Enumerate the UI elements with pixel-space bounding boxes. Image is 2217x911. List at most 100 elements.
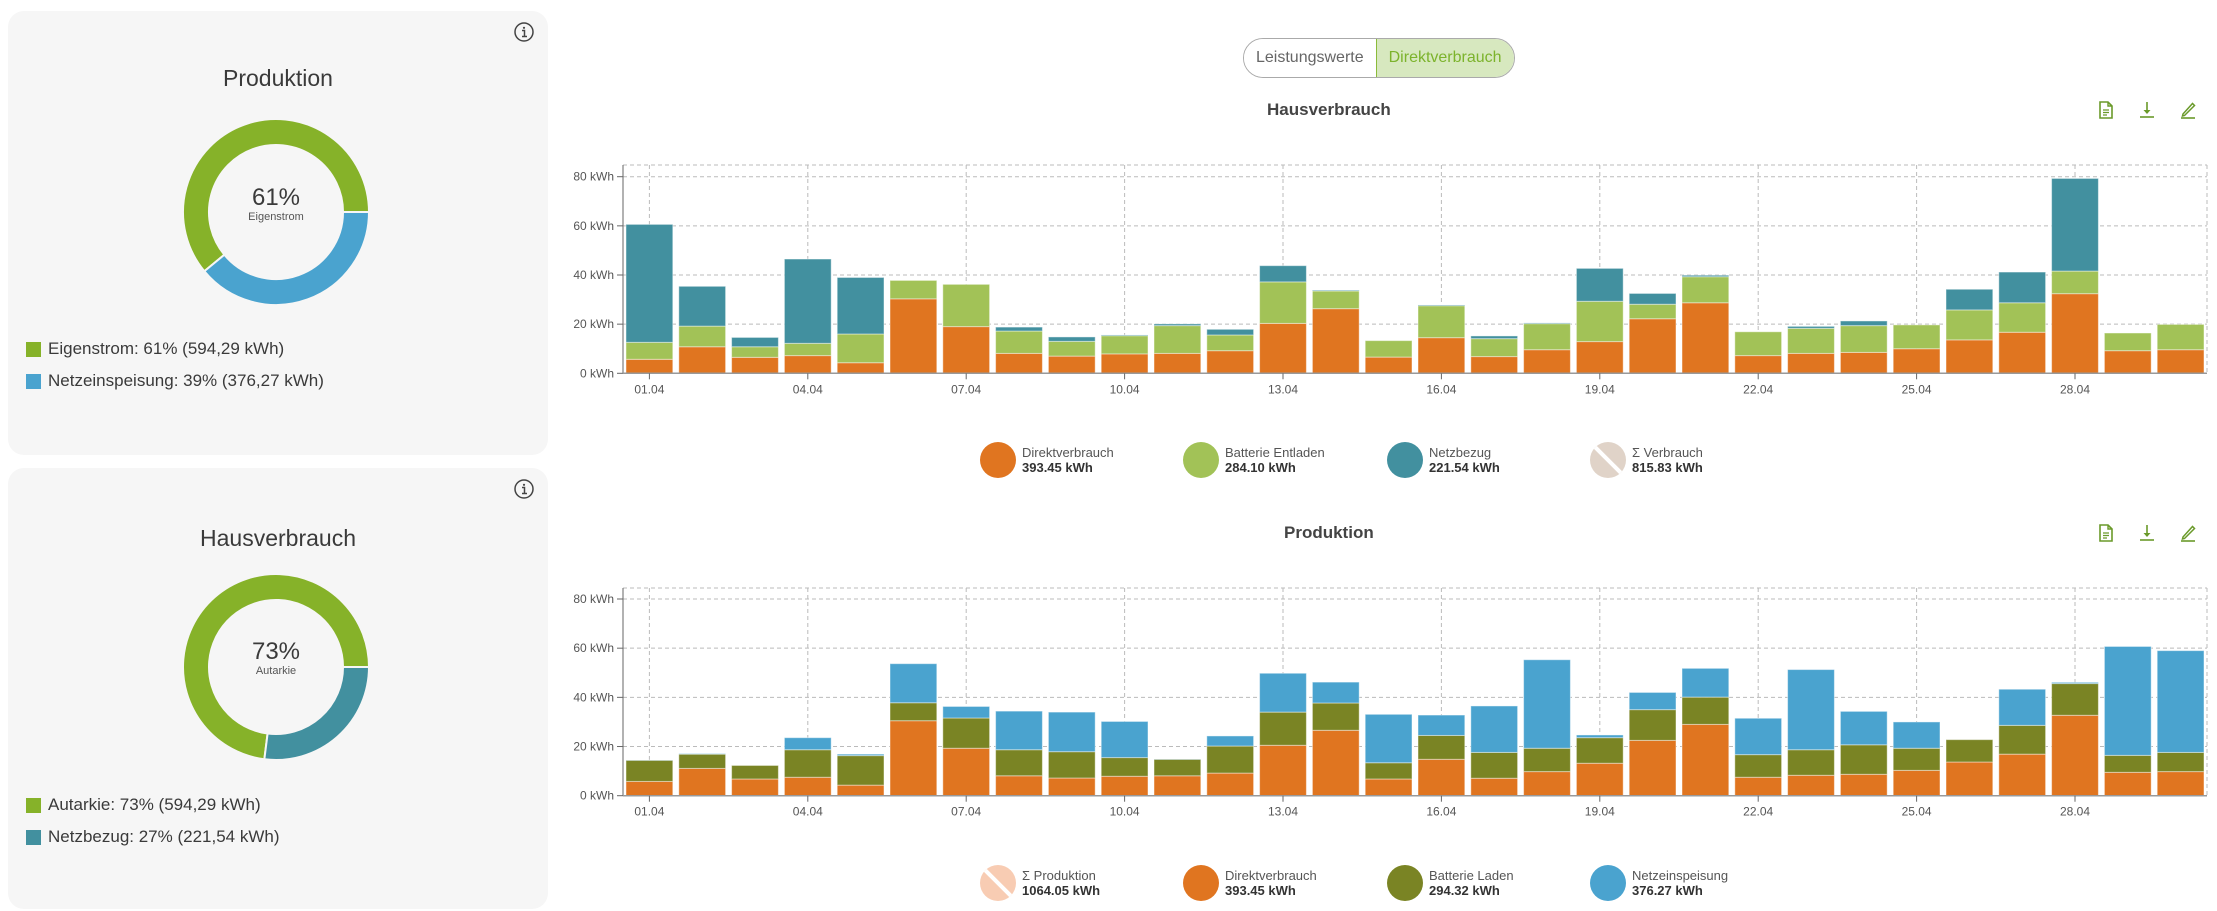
bar-segment-batterie-laden[interactable] bbox=[1417, 734, 1466, 760]
bar-segment-netzbezug[interactable] bbox=[1311, 289, 1360, 292]
bar-segment-direktverbrauch[interactable] bbox=[1100, 353, 1149, 374]
bar-segment-batterie-laden[interactable] bbox=[1839, 744, 1888, 775]
bar-segment-batterie-entladen[interactable] bbox=[783, 342, 832, 357]
bar-segment-direktverbrauch[interactable] bbox=[1470, 356, 1519, 374]
bar-segment-batterie-entladen[interactable] bbox=[1259, 281, 1307, 324]
bar-segment-batterie-entladen[interactable] bbox=[1311, 290, 1360, 310]
legend-item[interactable]: Direktverbrauch 393.45 kWh bbox=[1183, 865, 1317, 901]
bar-segment-batterie-entladen[interactable] bbox=[1628, 303, 1677, 320]
bar-segment-direktverbrauch[interactable] bbox=[678, 767, 727, 797]
legend-item[interactable]: Σ Verbrauch 815.83 kWh bbox=[1590, 442, 1703, 478]
bar-segment-batterie-entladen[interactable] bbox=[1100, 335, 1149, 355]
bar-segment-batterie-laden[interactable] bbox=[1100, 757, 1149, 777]
bar-segment-direktverbrauch[interactable] bbox=[1734, 355, 1783, 374]
bar-segment-batterie-entladen[interactable] bbox=[1364, 340, 1413, 358]
bar-segment-batterie-laden[interactable] bbox=[2051, 683, 2099, 716]
bar-segment-direktverbrauch[interactable] bbox=[1575, 762, 1624, 797]
bar-segment-batterie-laden[interactable] bbox=[889, 702, 938, 722]
document-icon[interactable] bbox=[2096, 100, 2116, 120]
bar-segment-netzeinspeisung[interactable] bbox=[2103, 645, 2152, 756]
toggle-direktverbrauch[interactable]: Direktverbrauch bbox=[1375, 39, 1514, 77]
bar-segment-batterie-laden[interactable] bbox=[836, 755, 885, 786]
legend-item[interactable]: Σ Produktion 1064.05 kWh bbox=[980, 865, 1100, 901]
bar-segment-netzeinspeisung[interactable] bbox=[1998, 688, 2047, 726]
bar-segment-direktverbrauch[interactable] bbox=[1523, 349, 1571, 374]
bar-segment-netzbezug[interactable] bbox=[678, 285, 727, 327]
bar-segment-direktverbrauch[interactable] bbox=[1047, 777, 1096, 797]
info-icon[interactable] bbox=[513, 478, 535, 500]
bar-segment-batterie-laden[interactable] bbox=[731, 764, 779, 780]
bar-segment-batterie-entladen[interactable] bbox=[1998, 302, 2047, 333]
bar-segment-direktverbrauch[interactable] bbox=[731, 356, 779, 374]
bar-segment-direktverbrauch[interactable] bbox=[731, 778, 779, 797]
bar-segment-direktverbrauch[interactable] bbox=[1417, 337, 1466, 374]
bar-segment-batterie-entladen[interactable] bbox=[1575, 300, 1624, 343]
bar-segment-direktverbrauch[interactable] bbox=[1681, 302, 1730, 374]
bar-segment-direktverbrauch[interactable] bbox=[889, 720, 938, 797]
bar-segment-direktverbrauch[interactable] bbox=[995, 352, 1043, 374]
bar-segment-netzbezug[interactable] bbox=[1047, 336, 1096, 342]
bar-segment-direktverbrauch[interactable] bbox=[1523, 771, 1571, 797]
bar-segment-batterie-laden[interactable] bbox=[1047, 751, 1096, 779]
bar-segment-batterie-laden[interactable] bbox=[1787, 749, 1835, 776]
bar-segment-batterie-entladen[interactable] bbox=[1417, 305, 1466, 339]
bar-segment-netzbezug[interactable] bbox=[783, 258, 832, 344]
bar-segment-batterie-laden[interactable] bbox=[942, 717, 991, 749]
bar-segment-batterie-entladen[interactable] bbox=[1470, 338, 1519, 358]
legend-item[interactable]: Netzbezug 221.54 kWh bbox=[1387, 442, 1500, 478]
bar-segment-netzbezug[interactable] bbox=[625, 223, 674, 343]
bar-segment-netzeinspeisung[interactable] bbox=[783, 737, 832, 751]
bar-segment-netzeinspeisung[interactable] bbox=[1100, 720, 1149, 759]
bar-segment-direktverbrauch[interactable] bbox=[1470, 777, 1519, 797]
bar-segment-netzbezug[interactable] bbox=[1523, 322, 1571, 325]
bar-segment-direktverbrauch[interactable] bbox=[783, 776, 832, 797]
bar-segment-direktverbrauch[interactable] bbox=[1575, 341, 1624, 374]
download-icon[interactable] bbox=[2137, 523, 2157, 543]
bar-segment-direktverbrauch[interactable] bbox=[836, 362, 885, 374]
bar-segment-netzeinspeisung[interactable] bbox=[836, 753, 885, 757]
bar-segment-batterie-entladen[interactable] bbox=[1206, 334, 1255, 352]
bar-segment-batterie-laden[interactable] bbox=[1575, 737, 1624, 764]
bar-segment-batterie-entladen[interactable] bbox=[942, 283, 991, 328]
bar-segment-netzeinspeisung[interactable] bbox=[1047, 711, 1096, 753]
bar-segment-netzeinspeisung[interactable] bbox=[1575, 734, 1624, 739]
bar-segment-batterie-entladen[interactable] bbox=[1839, 325, 1888, 353]
bar-segment-netzbezug[interactable] bbox=[1628, 292, 1677, 305]
bar-segment-netzeinspeisung[interactable] bbox=[1523, 659, 1571, 749]
bar-segment-direktverbrauch[interactable] bbox=[1206, 772, 1255, 797]
bar-segment-direktverbrauch[interactable] bbox=[942, 326, 991, 374]
bar-segment-netzbezug[interactable] bbox=[836, 276, 885, 335]
edit-icon[interactable] bbox=[2178, 100, 2198, 120]
bar-segment-batterie-entladen[interactable] bbox=[1892, 324, 1941, 350]
bar-segment-batterie-entladen[interactable] bbox=[1153, 325, 1202, 354]
bar-segment-direktverbrauch[interactable] bbox=[1787, 352, 1835, 374]
bar-segment-direktverbrauch[interactable] bbox=[1945, 339, 1994, 374]
bar-segment-direktverbrauch[interactable] bbox=[2103, 771, 2152, 797]
bar-segment-netzbezug[interactable] bbox=[1259, 265, 1307, 283]
bar-segment-direktverbrauch[interactable] bbox=[783, 355, 832, 374]
bar-segment-direktverbrauch[interactable] bbox=[1047, 355, 1096, 374]
bar-segment-batterie-laden[interactable] bbox=[1628, 709, 1677, 741]
bar-segment-direktverbrauch[interactable] bbox=[1417, 758, 1466, 797]
bar-segment-batterie-laden[interactable] bbox=[1364, 762, 1413, 780]
info-icon[interactable] bbox=[513, 21, 535, 43]
bar-segment-direktverbrauch[interactable] bbox=[1787, 774, 1835, 797]
bar-segment-netzeinspeisung[interactable] bbox=[1470, 705, 1519, 753]
bar-segment-netzbezug[interactable] bbox=[1945, 288, 1994, 311]
bar-segment-netzbezug[interactable] bbox=[1206, 328, 1255, 336]
bar-segment-netzeinspeisung[interactable] bbox=[1311, 681, 1360, 704]
bar-segment-direktverbrauch[interactable] bbox=[1945, 761, 1994, 797]
bar-segment-direktverbrauch[interactable] bbox=[836, 784, 885, 797]
bar-segment-direktverbrauch[interactable] bbox=[1892, 348, 1941, 374]
bar-segment-batterie-entladen[interactable] bbox=[625, 341, 674, 360]
bar-segment-batterie-entladen[interactable] bbox=[2051, 270, 2099, 295]
bar-segment-netzeinspeisung[interactable] bbox=[995, 710, 1043, 751]
bar-segment-direktverbrauch[interactable] bbox=[1628, 739, 1677, 797]
bar-segment-direktverbrauch[interactable] bbox=[2156, 771, 2205, 797]
bar-segment-batterie-laden[interactable] bbox=[1206, 745, 1255, 774]
bar-segment-netzbezug[interactable] bbox=[1575, 267, 1624, 302]
bar-segment-batterie-laden[interactable] bbox=[1523, 747, 1571, 773]
bar-segment-netzeinspeisung[interactable] bbox=[1892, 721, 1941, 749]
bar-segment-direktverbrauch[interactable] bbox=[1892, 769, 1941, 797]
bar-segment-batterie-entladen[interactable] bbox=[1047, 340, 1096, 357]
